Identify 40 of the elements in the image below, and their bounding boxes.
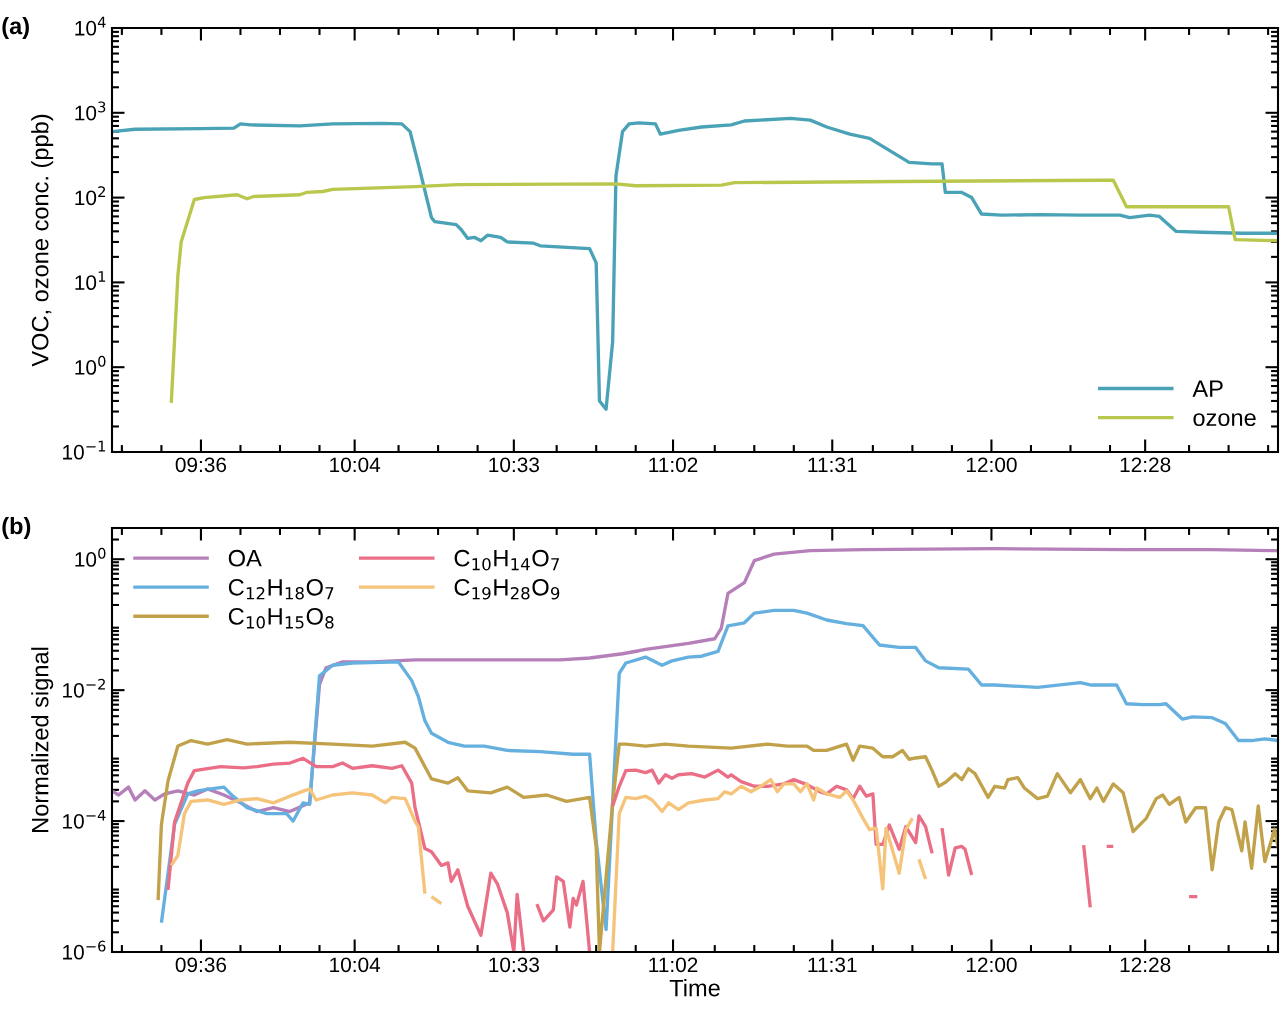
- legend-label: AP: [1192, 380, 1223, 397]
- x-axis-title: Time: [669, 979, 720, 997]
- x-tick-label: 10:04: [330, 957, 381, 973]
- y-axis-title: Normalized signal: [31, 647, 54, 832]
- x-tick-label: 11:02: [649, 457, 698, 473]
- y-tick-label: 10$^{0}$: [75, 547, 106, 567]
- x-tick-label: 10:33: [489, 957, 539, 973]
- y-tick-label: 10$^{1}$: [75, 271, 106, 291]
- y-tick-label: 10$^{−4}$: [63, 809, 106, 829]
- y-tick-label: 10$^{4}$: [75, 16, 106, 36]
- y-tick-label: 10$^{−6}$: [63, 940, 106, 960]
- x-tick-label: 12:00: [966, 957, 1017, 973]
- x-tick-label: 12:28: [1120, 457, 1171, 473]
- legend-label: C$_{12}$H$_{18}$O$_{7}$: [228, 578, 334, 600]
- y-tick-label: 10$^{−1}$: [63, 440, 106, 460]
- x-tick-label: 11:31: [808, 957, 857, 973]
- y-tick-label: 10$^{2}$: [75, 186, 105, 206]
- line-series: [112, 116, 1278, 411]
- x-tick-label: 12:28: [1120, 957, 1171, 973]
- x-tick-label: 12:00: [966, 457, 1017, 473]
- legend-label: OA: [228, 549, 262, 567]
- legend-label: C$_{10}$H$_{15}$O$_{8}$: [228, 608, 334, 629]
- y-tick-label: 10$^{−2}$: [63, 678, 105, 698]
- y-tick-label: 10$^{3}$: [75, 101, 106, 121]
- text: (a): [2, 17, 29, 39]
- legend-label: ozone: [1193, 413, 1256, 427]
- x-tick-label: 10:04: [330, 457, 381, 473]
- y-axis-title: VOC, ozone conc. (ppb): [31, 114, 54, 367]
- line-series: [156, 738, 1278, 952]
- x-tick-label: 10:33: [489, 457, 539, 473]
- x-tick-label: 09:36: [175, 457, 227, 473]
- y-tick-label: 10$^{0}$: [75, 355, 106, 375]
- legend-label: C$_{10}$H$_{14}$O$_{7}$: [454, 549, 560, 571]
- x-tick-label: 09:36: [175, 957, 227, 973]
- line-series: [169, 178, 1278, 405]
- x-tick-label: 11:02: [649, 957, 698, 973]
- legend-label: C$_{19}$H$_{28}$O$_{9}$: [454, 578, 560, 600]
- line-series: [159, 608, 1278, 932]
- text: (b): [2, 516, 31, 540]
- x-tick-label: 11:31: [808, 457, 857, 473]
